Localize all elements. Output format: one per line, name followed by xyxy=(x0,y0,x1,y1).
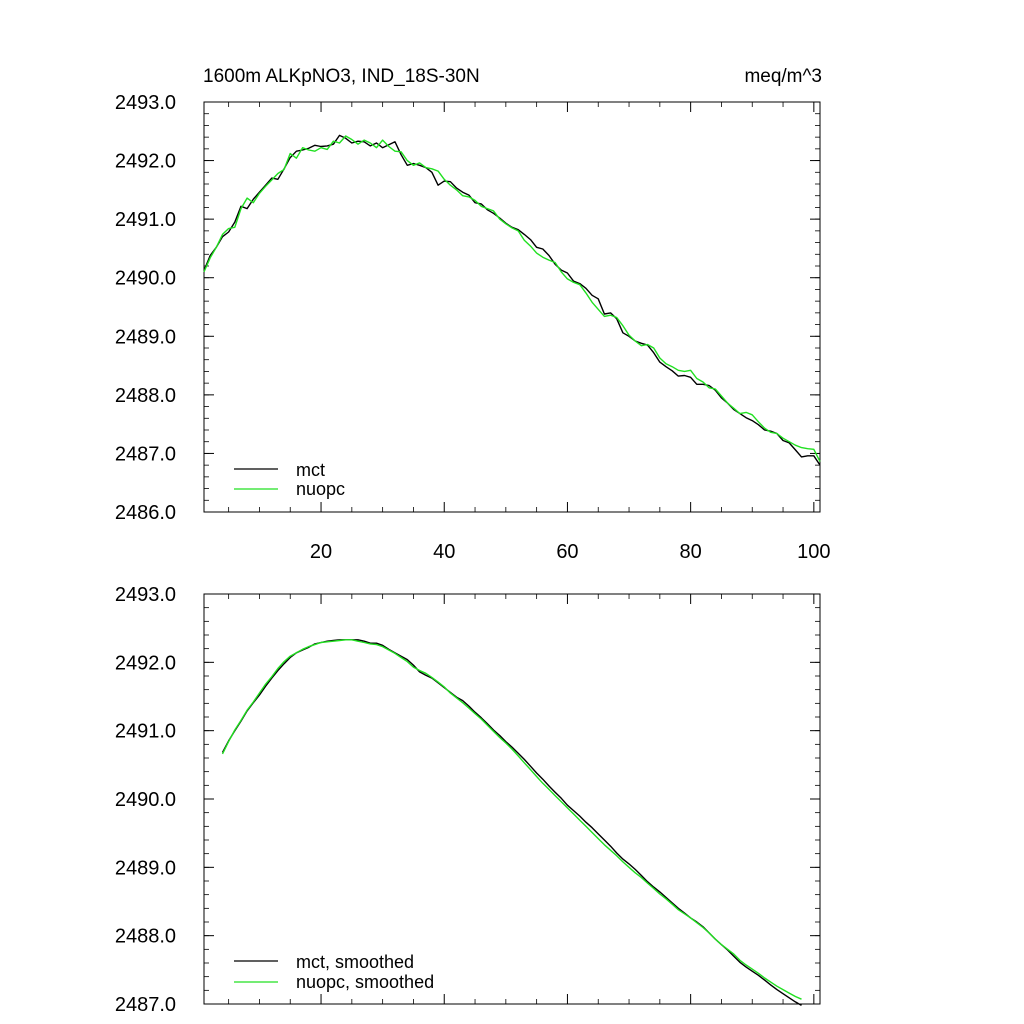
top-legend: mct nuopc xyxy=(234,460,345,499)
x-tick-label: 100 xyxy=(797,541,830,563)
top-axes: 2486.0 2487.0 2488.0 2489.0 2490.0 2491.0 2492… xyxy=(115,92,831,563)
bottom-axes: 2487.0 2488.0 2489.0 2490.0 2491.0 2492.0 2493… xyxy=(115,584,820,1016)
y-tick-label: 2488.0 xyxy=(115,926,176,948)
y-tick-label: 2491.0 xyxy=(115,209,176,231)
series-line-nuopc-smoothed xyxy=(221,639,802,1000)
legend-label-mct-smoothed: mct, smoothed xyxy=(296,952,414,972)
y-tick-label: 2493.0 xyxy=(115,92,176,114)
y-tick-label: 2489.0 xyxy=(115,857,176,879)
x-tick-label: 60 xyxy=(556,541,578,563)
bottom-chart-panel: 2487.0 2488.0 2489.0 2490.0 2491.0 2492.0 2493… xyxy=(115,584,821,1016)
legend-label-nuopc: nuopc xyxy=(296,479,345,499)
x-tick-label: 80 xyxy=(680,541,702,563)
chart-units: meq/m^3 xyxy=(744,66,822,87)
y-tick-label: 2490.0 xyxy=(115,789,176,811)
y-tick-label: 2486.0 xyxy=(115,502,176,524)
y-tick-label: 2492.0 xyxy=(115,151,176,173)
legend-label-nuopc-smoothed: nuopc, smoothed xyxy=(296,972,434,992)
y-tick-label: 2487.0 xyxy=(115,994,176,1016)
x-tick-label: 40 xyxy=(433,541,455,563)
y-tick-label: 2493.0 xyxy=(115,584,176,606)
y-tick-label: 2492.0 xyxy=(115,652,176,674)
y-tick-label: 2487.0 xyxy=(115,443,176,465)
y-tick-label: 2488.0 xyxy=(115,385,176,407)
top-plot-frame xyxy=(203,101,821,513)
bottom-series-lines xyxy=(221,639,802,1007)
chart-title: 1600m ALKpNO3, IND_18S-30N xyxy=(203,66,480,87)
y-tick-label: 2490.0 xyxy=(115,268,176,290)
x-tick-label: 20 xyxy=(310,541,332,563)
y-tick-label: 2491.0 xyxy=(115,721,176,743)
top-chart-panel: 1600m ALKpNO3, IND_18S-30N meq/m^3 2486.… xyxy=(115,66,831,563)
y-tick-label: 2489.0 xyxy=(115,326,176,348)
top-series-lines xyxy=(203,134,821,466)
bottom-legend: mct, smoothed nuopc, smoothed xyxy=(234,952,434,992)
legend-label-mct: mct xyxy=(296,460,325,480)
series-line-nuopc xyxy=(203,135,821,462)
